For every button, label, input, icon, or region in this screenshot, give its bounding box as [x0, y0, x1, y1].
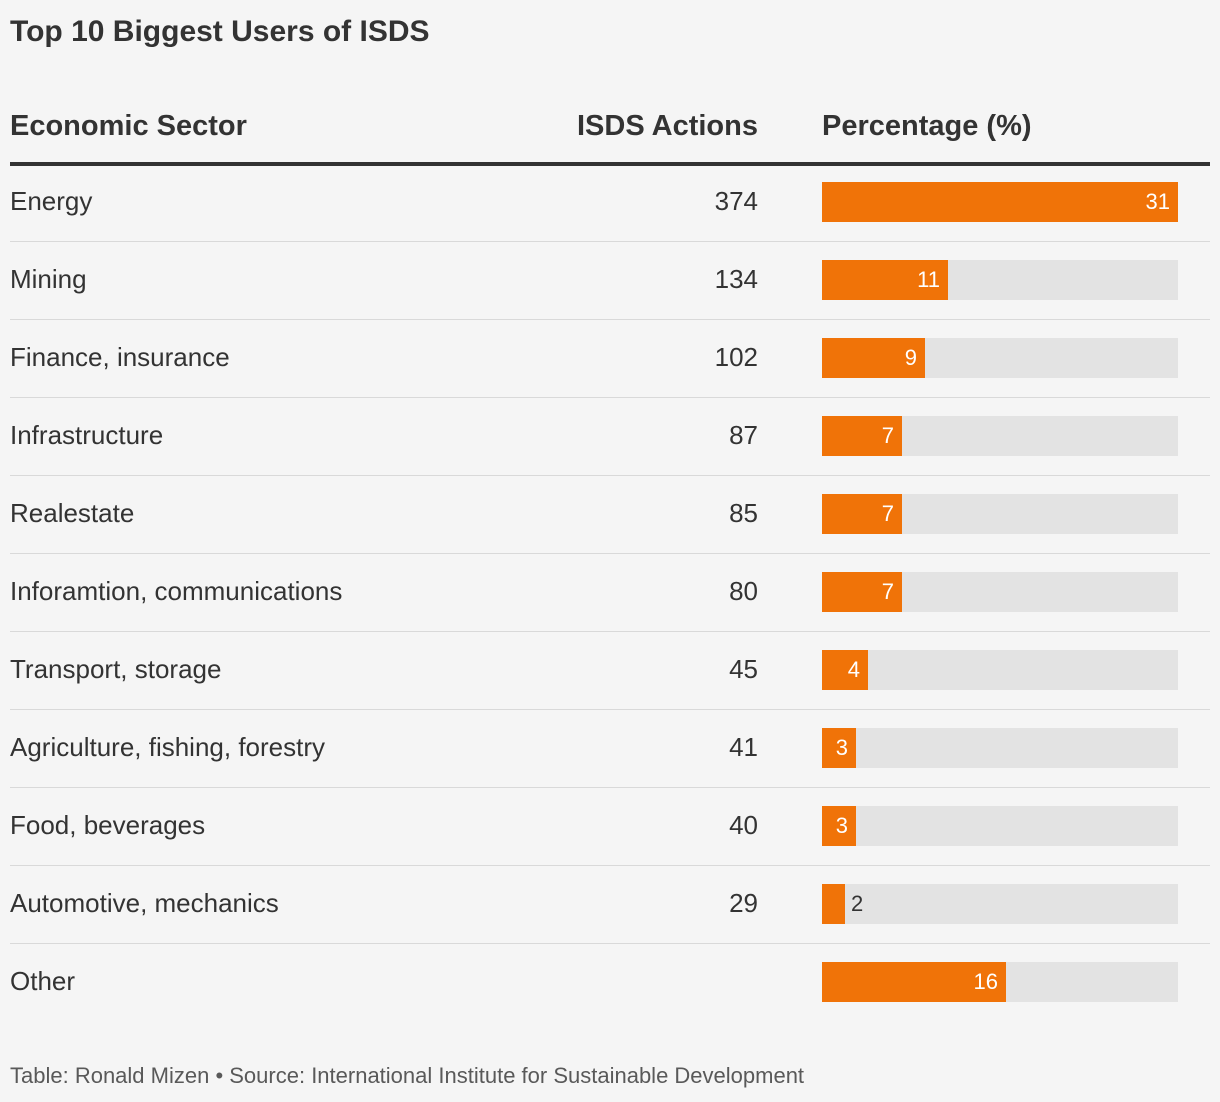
table-row: Mining 134 11: [10, 242, 1210, 320]
percentage-label: 7: [881, 579, 894, 604]
percentage-bar: [822, 182, 1178, 222]
percentage-label: 2: [851, 891, 864, 916]
sector-label: Realestate: [10, 498, 135, 528]
percentage-bar-track: 7: [822, 416, 1178, 456]
actions-value: 45: [729, 654, 758, 684]
percentage-bar-track: 16: [822, 962, 1178, 1002]
table-row: Energy 374 31: [10, 164, 1210, 242]
percentage-bar: [822, 494, 902, 534]
source-credit: Table: Ronald Mizen • Source: Internatio…: [10, 1063, 805, 1088]
percentage-label: 7: [881, 423, 894, 448]
sector-label: Mining: [10, 264, 87, 294]
percentage-bar: [822, 338, 925, 378]
table-row: Transport, storage 45 4: [10, 632, 1210, 710]
percentage-bar: [822, 962, 1006, 1002]
table-row: Automotive, mechanics 29 2: [10, 866, 1210, 944]
percentage-bar-track: 4: [822, 650, 1178, 690]
actions-value: 41: [729, 732, 758, 762]
chart-title: Top 10 Biggest Users of ISDS: [10, 15, 430, 48]
percentage-label: 4: [847, 657, 860, 682]
table-row: Infrastructure 87 7: [10, 398, 1210, 476]
column-header-sector: Economic Sector: [10, 110, 247, 142]
table-body: Energy 374 31 Mining 134 11 Finance, insurance…: [10, 164, 1210, 1021]
percentage-bar-track: 7: [822, 572, 1178, 612]
percentage-bar: [822, 650, 868, 690]
table-row: Agriculture, fishing, forestry 41 3: [10, 710, 1210, 788]
percentage-bar: [822, 884, 845, 924]
table-row: Realestate 85 7: [10, 476, 1210, 554]
table-row: Inforamtion, communications 80 7: [10, 554, 1210, 632]
table-row: Other 16: [10, 944, 1210, 1021]
percentage-bar: [822, 260, 948, 300]
percentage-label: 7: [881, 501, 894, 526]
actions-value: 134: [714, 264, 758, 294]
percentage-bar-track: 2: [822, 884, 1178, 924]
sector-label: Transport, storage: [10, 654, 222, 684]
sector-label: Automotive, mechanics: [10, 888, 279, 918]
table-row: Food, beverages 40 3: [10, 788, 1210, 866]
percentage-bar-track: 31: [822, 182, 1178, 222]
percentage-bar-track: 7: [822, 494, 1178, 534]
percentage-label: 11: [917, 267, 940, 292]
sector-label: Energy: [10, 186, 93, 216]
percentage-bar: [822, 728, 856, 768]
actions-value: 87: [729, 420, 758, 450]
actions-value: 374: [714, 186, 758, 216]
actions-value: 40: [729, 810, 758, 840]
actions-value: 85: [729, 498, 758, 528]
actions-value: 80: [729, 576, 758, 606]
actions-value: 29: [729, 888, 758, 918]
table-row: Finance, insurance 102 9: [10, 320, 1210, 398]
percentage-label: 3: [835, 735, 848, 760]
percentage-bar-track: 3: [822, 806, 1178, 846]
percentage-label: 9: [904, 345, 917, 370]
percentage-label: 31: [1145, 189, 1170, 214]
sector-label: Finance, insurance: [10, 342, 230, 372]
table-header: Economic Sector ISDS Actions Percentage …: [10, 104, 1210, 166]
actions-value: 102: [714, 342, 758, 372]
percentage-bar-track: 9: [822, 338, 1178, 378]
sector-label: Other: [10, 966, 76, 996]
sector-label: Infrastructure: [10, 420, 164, 450]
percentage-bar: [822, 572, 902, 612]
percentage-bar-track: 11: [822, 260, 1178, 300]
percentage-label: 16: [973, 969, 998, 994]
sector-label: Food, beverages: [10, 810, 206, 840]
percentage-bar: [822, 806, 856, 846]
column-header-actions: ISDS Actions: [576, 110, 758, 142]
sector-label: Agriculture, fishing, forestry: [10, 732, 326, 762]
column-header-percentage: Percentage (%): [822, 110, 1032, 142]
percentage-bar-track: 3: [822, 728, 1178, 768]
percentage-bar: [822, 416, 902, 456]
percentage-label: 3: [835, 813, 848, 838]
sector-label: Inforamtion, communications: [10, 576, 343, 606]
